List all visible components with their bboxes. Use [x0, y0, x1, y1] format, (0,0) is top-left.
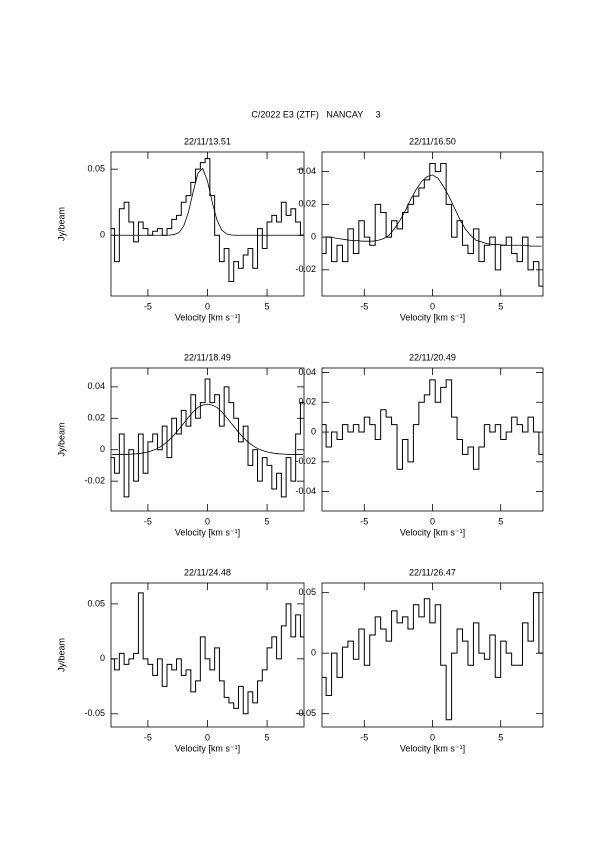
x-tick-label: 0 — [430, 301, 435, 311]
y-tick-label: 0 — [311, 648, 316, 658]
x-tick-label: -5 — [144, 301, 152, 311]
y-tick-label: -0.02 — [295, 264, 316, 274]
x-tick-label: 0 — [205, 732, 210, 742]
page-title: C/2022 E3 (ZTF) NANCAY 3 — [251, 109, 380, 119]
y-tick-label: 0.05 — [87, 598, 105, 608]
y-tick-label: 0 — [100, 230, 105, 240]
plot-frame — [110, 367, 305, 512]
y-tick-label: 0.04 — [298, 367, 316, 377]
panel-title: 22/11/18.49 — [184, 352, 231, 362]
y-axis-label: Jy/beam — [56, 638, 66, 672]
x-tick-label: 5 — [265, 301, 270, 311]
plot-frame — [110, 582, 305, 728]
panel-title: 22/11/26.47 — [409, 567, 456, 577]
x-axis-label: Velocity [km s⁻¹] — [175, 527, 240, 537]
y-tick-label: -0.05 — [84, 708, 105, 718]
plot-frame — [110, 151, 305, 297]
y-tick-label: 0 — [100, 653, 105, 663]
spectrum — [111, 378, 304, 498]
plot-frame — [321, 367, 544, 512]
x-tick-label: -5 — [144, 516, 152, 526]
x-tick-label: 5 — [265, 516, 270, 526]
y-tick-label: -0.04 — [295, 486, 316, 496]
y-tick-label: -0.02 — [84, 476, 105, 486]
fit-curve — [112, 403, 303, 455]
fit-curve — [323, 174, 542, 247]
x-tick-label: -5 — [360, 301, 368, 311]
plot-frame — [321, 151, 544, 297]
y-tick-label: 0 — [100, 444, 105, 454]
fit-curve — [112, 167, 303, 236]
x-tick-label: 5 — [498, 732, 503, 742]
x-tick-label: -5 — [360, 732, 368, 742]
y-tick-label: -0.05 — [295, 708, 316, 718]
x-axis-label: Velocity [km s⁻¹] — [175, 743, 240, 753]
x-tick-label: 0 — [205, 516, 210, 526]
panel-title: 22/11/13.51 — [184, 136, 231, 146]
x-tick-label: 0 — [430, 732, 435, 742]
x-tick-label: 5 — [498, 301, 503, 311]
x-axis-label: Velocity [km s⁻¹] — [400, 312, 465, 322]
x-axis-label: Velocity [km s⁻¹] — [400, 527, 465, 537]
spectrum — [322, 162, 543, 287]
panel-title: 22/11/24.48 — [184, 567, 231, 577]
y-tick-label: 0 — [311, 426, 316, 436]
x-tick-label: 0 — [205, 301, 210, 311]
spectrum — [322, 379, 543, 470]
spectrum — [322, 592, 543, 721]
y-axis-label: Jy/beam — [56, 207, 66, 241]
y-tick-label: 0.04 — [87, 381, 105, 391]
x-tick-label: -5 — [360, 516, 368, 526]
x-axis-label: Velocity [km s⁻¹] — [175, 312, 240, 322]
spectrum — [111, 158, 304, 282]
panel-title: 22/11/20.49 — [409, 352, 456, 362]
plot-frame — [321, 582, 544, 728]
y-tick-label: 0 — [311, 231, 316, 241]
y-tick-label: -0.02 — [295, 456, 316, 466]
x-tick-label: 5 — [265, 732, 270, 742]
x-tick-label: -5 — [144, 732, 152, 742]
x-axis-label: Velocity [km s⁻¹] — [400, 743, 465, 753]
y-tick-label: 0.04 — [298, 166, 316, 176]
y-axis-label: Jy/beam — [56, 422, 66, 456]
y-tick-label: 0.05 — [298, 587, 316, 597]
x-tick-label: 0 — [430, 516, 435, 526]
spectrum — [111, 592, 304, 715]
y-tick-label: 0.02 — [298, 199, 316, 209]
x-tick-label: 5 — [498, 516, 503, 526]
y-tick-label: 0.02 — [298, 397, 316, 407]
y-tick-label: 0.02 — [87, 413, 105, 423]
y-tick-label: 0.05 — [87, 164, 105, 174]
panel-title: 22/11/16.50 — [409, 136, 456, 146]
